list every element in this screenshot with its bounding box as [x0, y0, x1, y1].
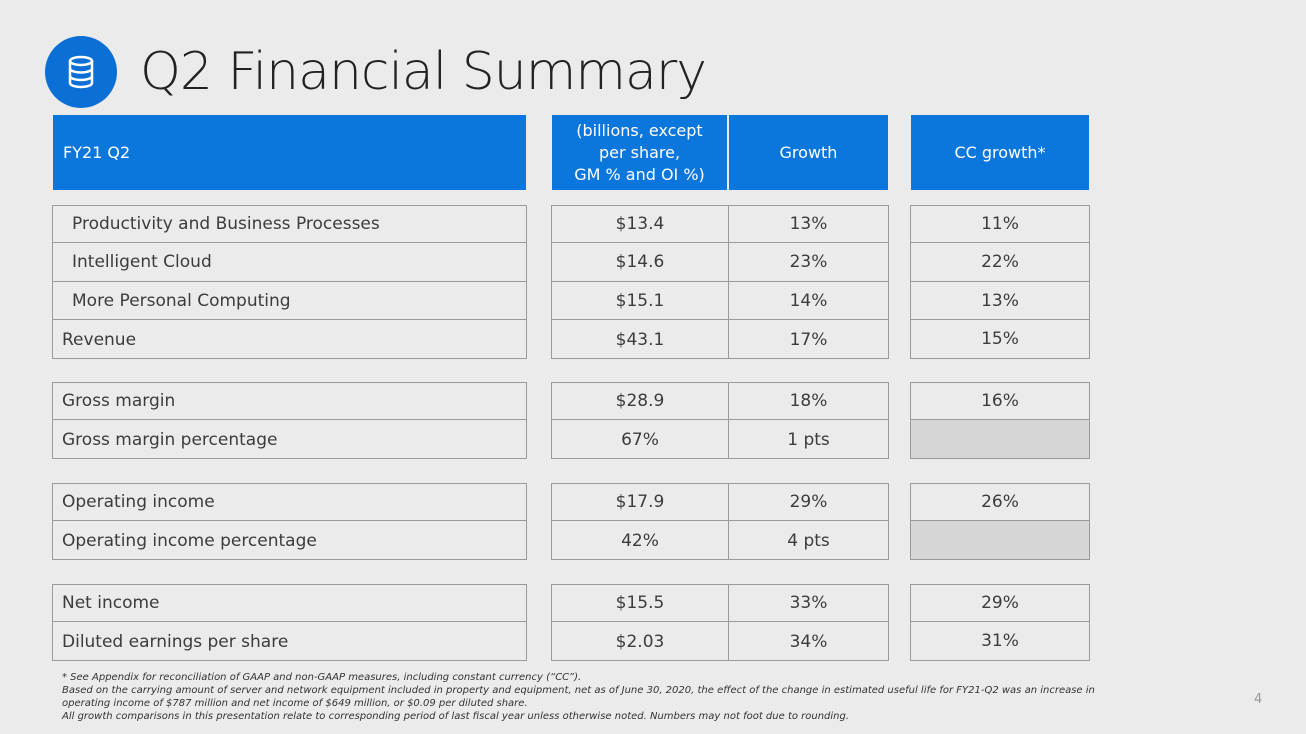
row-label: Operating income percentage: [62, 530, 317, 551]
row-value: $28.9: [552, 382, 728, 420]
footnotes: * See Appendix for reconciliation of GAA…: [62, 671, 1142, 723]
row-label: Intelligent Cloud: [53, 243, 526, 282]
row-label: Revenue: [62, 329, 137, 350]
value-group-box: [551, 205, 889, 359]
header-value-line-2: per share,: [598, 142, 681, 162]
column-divider: [728, 382, 729, 459]
row-cc: 16%: [911, 382, 1089, 420]
row-growth: 23%: [729, 243, 888, 282]
row-cc: 11%: [911, 205, 1089, 243]
row-growth: 13%: [729, 205, 888, 243]
column-divider: [728, 584, 729, 661]
label-group-box: [52, 205, 527, 359]
row-value: $15.5: [552, 584, 728, 622]
row-growth: 1 pts: [787, 429, 830, 450]
row-growth: 4 pts: [787, 530, 830, 551]
footnote-3: All growth comparisons in this presentat…: [62, 711, 850, 722]
row-value: $43.1: [615, 329, 665, 350]
row-cc-empty: [911, 521, 1089, 559]
row-cc: 13%: [911, 282, 1089, 320]
value-group-box: [551, 382, 889, 459]
row-value: $13.4: [552, 205, 728, 243]
cc-group-box: [910, 584, 1090, 661]
header-value-line-3: GM % and OI %): [574, 164, 705, 184]
row-growth: 34%: [789, 631, 828, 652]
header-value-line-1: (billions, except: [576, 120, 703, 140]
row-label: Diluted earnings per share: [62, 631, 289, 652]
value-group-box: [551, 584, 889, 661]
row-cc: 29%: [911, 584, 1089, 622]
row-growth: 33%: [729, 584, 888, 622]
label-group-box: [52, 382, 527, 459]
row-value: $2.03: [615, 631, 665, 652]
footnote-1: * See Appendix for reconciliation of GAA…: [62, 672, 582, 683]
row-value: 67%: [621, 429, 659, 450]
label-group-box: [52, 483, 527, 560]
row-value: $14.6: [552, 243, 728, 282]
header-cc-growth-label: CC growth*: [954, 142, 1046, 162]
row-label: Net income: [53, 584, 526, 622]
header-growth-column: Growth: [729, 115, 888, 190]
row-growth: 29%: [729, 483, 888, 521]
row-cc: 26%: [911, 483, 1089, 521]
database-icon: [45, 36, 117, 108]
cc-group-box: [910, 205, 1090, 359]
header-period-label: FY21 Q2: [63, 143, 131, 162]
row-growth: 18%: [729, 382, 888, 420]
row-cc-empty: [911, 420, 1089, 458]
row-label: More Personal Computing: [53, 282, 526, 320]
row-value: $15.1: [552, 282, 728, 320]
row-label: Operating income: [53, 483, 526, 521]
row-cc: 15%: [981, 329, 1019, 349]
row-label: Productivity and Business Processes: [53, 205, 526, 243]
row-value: $17.9: [552, 483, 728, 521]
row-value: 42%: [621, 530, 659, 551]
column-divider: [728, 483, 729, 560]
page-title: Q2 Financial Summary: [140, 42, 707, 102]
header-growth-label: Growth: [779, 142, 838, 162]
row-cc: 31%: [981, 631, 1019, 651]
row-growth: 14%: [729, 282, 888, 320]
label-group-box: [52, 584, 527, 661]
header-value-column: (billions, except per share, GM % and OI…: [552, 115, 727, 190]
value-group-box: [551, 483, 889, 560]
row-label: Gross margin percentage: [62, 429, 278, 450]
row-cc: 22%: [911, 243, 1089, 282]
row-label: Gross margin: [53, 382, 526, 420]
page-number: 4: [1254, 692, 1263, 707]
footnote-2: Based on the carrying amount of server a…: [62, 685, 1095, 709]
row-growth: 17%: [789, 329, 828, 350]
header-cc-growth-column: CC growth*: [911, 115, 1089, 190]
header-period: FY21 Q2: [53, 115, 526, 190]
column-divider: [728, 205, 729, 359]
